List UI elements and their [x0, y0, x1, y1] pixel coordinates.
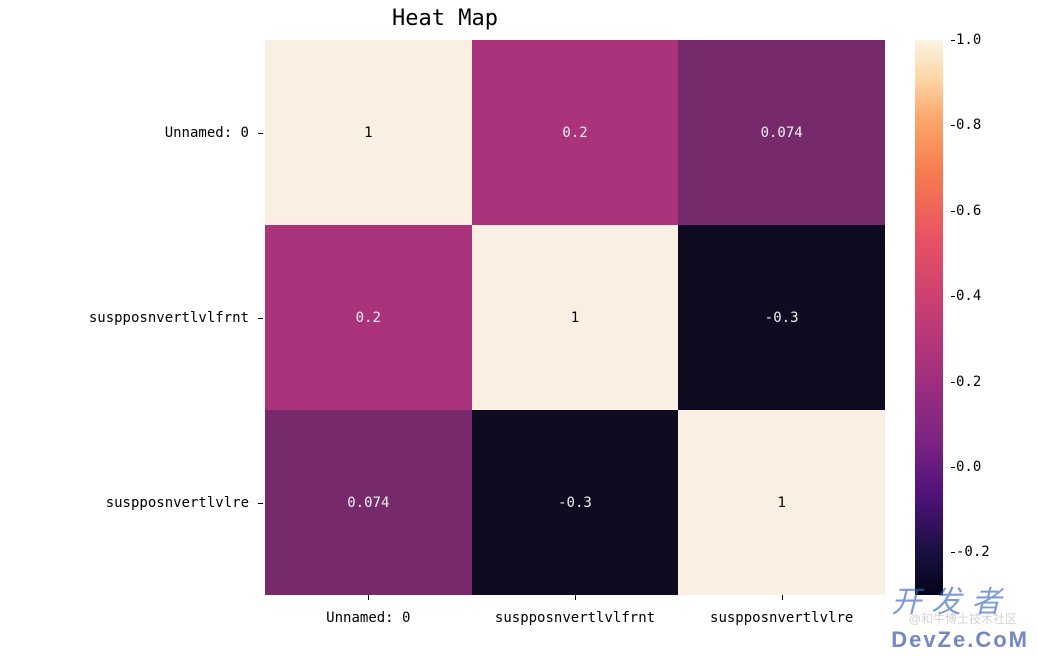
- y-tick-mark: [258, 503, 263, 504]
- heatmap-figure: Heat Map 10.20.0740.21-0.30.074-0.31 Unn…: [0, 0, 1037, 657]
- colorbar-gradient: [915, 40, 943, 595]
- y-tick-mark: [258, 133, 263, 134]
- y-tick-label: Unnamed: 0: [0, 40, 257, 225]
- x-tick-label: suspposnvertlvlre: [678, 600, 885, 640]
- x-axis-labels: Unnamed: 0suspposnvertlvlfrntsuspposnver…: [265, 600, 885, 640]
- colorbar-tick-label: 1.0: [956, 32, 981, 48]
- colorbar-ticks: -0.20.00.20.40.60.81.0: [948, 40, 1008, 595]
- colorbar-tick-label: 0.4: [956, 288, 981, 304]
- heatmap-cell: -0.3: [472, 410, 679, 595]
- x-tick-mark: [575, 595, 576, 600]
- watermark-brand: DevZe.CoM: [891, 627, 1029, 652]
- x-tick-mark: [782, 595, 783, 600]
- heatmap-cell: 0.2: [265, 225, 472, 410]
- colorbar-tick-label: -0.2: [956, 544, 990, 560]
- x-tick-label: suspposnvertlvlfrnt: [472, 600, 679, 640]
- x-tick-mark: [368, 595, 369, 600]
- watermark-sub: @和牛博士技术社区: [909, 610, 1017, 627]
- heatmap-cell: 1: [265, 40, 472, 225]
- y-tick-label: suspposnvertlvlfrnt: [0, 225, 257, 410]
- heatmap-cell: -0.3: [678, 225, 885, 410]
- colorbar-tick-label: 0.0: [956, 459, 981, 475]
- y-tick-label: suspposnvertlvlre: [0, 410, 257, 595]
- colorbar: [915, 40, 943, 595]
- x-tick-label: Unnamed: 0: [265, 600, 472, 640]
- heatmap-cell: 0.074: [678, 40, 885, 225]
- y-axis-labels: Unnamed: 0suspposnvertlvlfrntsuspposnver…: [0, 40, 257, 595]
- colorbar-tick-label: 0.6: [956, 203, 981, 219]
- heatmap-cell: 0.2: [472, 40, 679, 225]
- y-tick-mark: [258, 318, 263, 319]
- heatmap-cell: 0.074: [265, 410, 472, 595]
- heatmap-plot-area: 10.20.0740.21-0.30.074-0.31: [265, 40, 885, 595]
- chart-title: Heat Map: [0, 6, 890, 31]
- heatmap-cell: 1: [472, 225, 679, 410]
- colorbar-tick-label: 0.8: [956, 117, 981, 133]
- heatmap-cell: 1: [678, 410, 885, 595]
- heatmap-grid: 10.20.0740.21-0.30.074-0.31: [265, 40, 885, 595]
- colorbar-tick-label: 0.2: [956, 374, 981, 390]
